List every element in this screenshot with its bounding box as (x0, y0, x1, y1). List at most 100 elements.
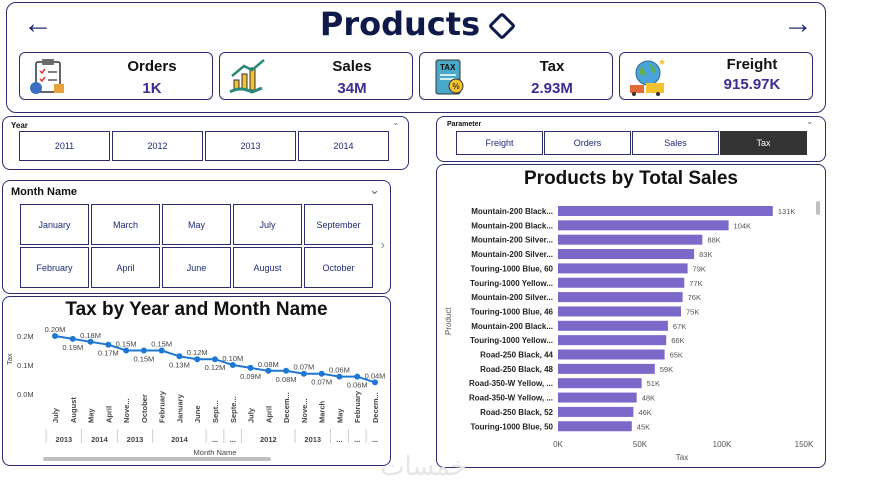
bar (558, 320, 668, 331)
data-point (87, 338, 94, 345)
bar (558, 306, 681, 317)
data-point (158, 347, 165, 354)
tax-line-chart-panel: Tax by Year and Month Name 0.2M 0.1M 0.0M T… (2, 296, 391, 466)
category-label: Road-250 Black, 44 (480, 351, 553, 360)
category-label: Mountain-200 Black... (471, 221, 553, 230)
data-label: 76K (688, 293, 701, 302)
line-chart: 0.2M0.1M0.0MTax0.20M0.19M0.18M0.17M0.15M… (5, 325, 386, 457)
month-option[interactable]: February (20, 247, 89, 288)
x-tick-label: July (51, 407, 60, 423)
bar (558, 349, 665, 360)
kpi-label: Sales (332, 58, 372, 75)
y-tick-label: 0.1M (17, 361, 34, 370)
category-label: Mountain-200 Silver... (471, 236, 553, 245)
y-axis-title: Tax (5, 353, 14, 365)
year-option[interactable]: 2014 (298, 131, 389, 161)
data-point (123, 347, 130, 354)
chevron-down-icon[interactable]: ⌄ (392, 118, 399, 127)
x-tick-label: March (318, 400, 327, 423)
year-group-label: ... (230, 435, 236, 444)
category-label: Mountain-200 Silver... (471, 293, 553, 302)
x-tick-label: May (335, 408, 344, 423)
data-label: 51K (647, 379, 660, 388)
year-option[interactable]: 2012 (112, 131, 203, 161)
month-option[interactable]: September (304, 204, 373, 245)
x-tick-label: August (69, 397, 78, 423)
kpi-value: 1K (142, 80, 162, 97)
category-label: Touring-1000 Yellow... (470, 336, 553, 345)
month-option[interactable]: August (233, 247, 302, 288)
data-label: 88K (707, 236, 720, 245)
data-point (372, 379, 378, 386)
x-tick-label: Nove... (300, 398, 309, 423)
category-label: Touring-1000 Blue, 50 (470, 422, 553, 431)
x-axis-title: Month Name (194, 448, 237, 457)
parameter-option[interactable]: Sales (632, 131, 719, 155)
chevron-right-icon[interactable]: › (380, 237, 385, 252)
month-option[interactable]: January (20, 204, 89, 245)
arrow-right-icon[interactable]: → (783, 7, 813, 40)
category-label: Road-250 Black, 48 (480, 365, 553, 374)
month-option[interactable]: October (304, 247, 373, 288)
data-point (194, 356, 201, 363)
month-option[interactable]: July (233, 204, 302, 245)
x-tick-label: 150K (795, 440, 814, 449)
x-tick-label: Sept... (211, 400, 220, 423)
data-label: 46K (638, 408, 651, 417)
data-label: 0.18M (80, 331, 101, 340)
x-tick-label: May (87, 408, 96, 423)
svg-text:TAX: TAX (440, 63, 456, 72)
data-label: 0.04M (365, 371, 386, 380)
data-point (52, 333, 58, 339)
chevron-down-icon[interactable]: ⌄ (369, 182, 380, 197)
year-option[interactable]: 2013 (205, 131, 296, 161)
data-label: 0.08M (276, 375, 297, 384)
data-label: 131K (778, 207, 796, 216)
data-point (265, 367, 272, 374)
x-tick-label: 50K (633, 440, 648, 449)
year-slicer: Year ⌄ 2011 2012 2013 2014 (2, 116, 409, 170)
slicer-title: Month Name (11, 186, 77, 198)
data-point (336, 373, 343, 380)
bar (558, 292, 683, 303)
category-label: Road-250 Black, 52 (480, 408, 553, 417)
x-tick-label: Nove... (122, 398, 131, 423)
data-point (176, 353, 183, 360)
bar (558, 378, 642, 389)
parameter-option-selected[interactable]: Tax (720, 131, 807, 155)
page-title: Products (7, 5, 825, 43)
parameter-option[interactable]: Freight (456, 131, 543, 155)
month-option[interactable]: April (91, 247, 160, 288)
data-point (229, 362, 236, 368)
data-point (318, 370, 325, 377)
parameter-option[interactable]: Orders (544, 131, 631, 155)
month-option[interactable]: May (162, 204, 231, 245)
data-label: 59K (660, 365, 673, 374)
month-option[interactable]: March (91, 204, 160, 245)
bar-chart-panel: Products by Total Sales Mountain-200 Bla… (436, 164, 826, 468)
vertical-scrollbar[interactable] (816, 201, 820, 215)
arrow-left-icon[interactable]: ← (23, 7, 53, 40)
data-point (140, 347, 147, 354)
x-axis-title: Tax (676, 453, 688, 462)
category-label: Road-350-W Yellow, ... (469, 379, 553, 388)
chevron-down-icon[interactable]: ⌄ (806, 117, 813, 126)
x-tick-label: October (140, 394, 149, 423)
year-option[interactable]: 2011 (19, 131, 110, 161)
kpi-label: Tax (539, 58, 565, 75)
data-label: 0.06M (347, 381, 368, 390)
kpi-card-tax: TAX % Tax 2.93M (419, 52, 613, 100)
year-group-label: ... (372, 435, 378, 444)
data-label: 0.19M (62, 343, 83, 352)
kpi-label: Orders (127, 58, 177, 75)
kpi-card-sales: Sales 34M (219, 52, 413, 100)
year-group-label: 2013 (127, 435, 144, 444)
horizontal-scrollbar[interactable] (43, 457, 271, 461)
x-tick-label: February (158, 390, 167, 423)
month-option[interactable]: June (162, 247, 231, 288)
svg-text:★: ★ (658, 58, 666, 67)
x-tick-label: June (193, 405, 202, 423)
category-label: Mountain-200 Black... (471, 322, 553, 331)
year-group-label: 2013 (56, 435, 73, 444)
watermark: خمسات (380, 452, 467, 482)
